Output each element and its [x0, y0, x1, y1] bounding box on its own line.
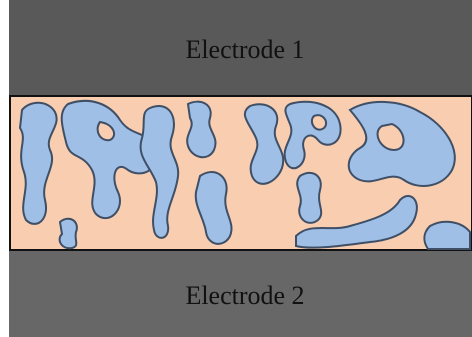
bottom-electrode-label: Electrode 2 — [185, 281, 304, 310]
device-diagram: Electrode 1 Electrode 2 — [0, 0, 472, 337]
top-electrode-label: Electrode 1 — [185, 35, 304, 64]
